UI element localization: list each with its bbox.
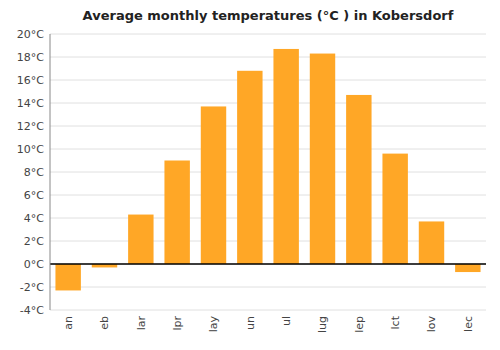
y-tick-label: 12°C (17, 120, 44, 133)
bar (128, 215, 153, 264)
grid-line (50, 218, 486, 219)
grid-line (50, 310, 486, 311)
grid-line (50, 34, 486, 35)
bar (310, 54, 335, 264)
x-tick-label: lep (353, 316, 366, 333)
x-tick-label: lay (207, 316, 220, 333)
y-tick-label: 4°C (24, 212, 44, 225)
y-tick-label: 18°C (17, 51, 44, 64)
chart: Average monthly temperatures (°C ) in Ko… (0, 0, 500, 350)
bars (55, 49, 480, 291)
grid-line (50, 149, 486, 150)
title: Average monthly temperatures (°C ) in Ko… (83, 8, 454, 23)
x-tick-label: ul (280, 316, 293, 326)
x-tick-label: an (62, 316, 75, 330)
bar (273, 49, 298, 264)
x-tick-label: lpr (171, 316, 184, 331)
y-axis: -4°C -2°C 0°C 2°C 4°C 6°C 8°C 10°C 12°C 14°C 16°C 1… (17, 28, 486, 317)
y-tick-label: 0°C (24, 258, 44, 271)
y-axis-line (50, 34, 51, 310)
y-tick-label: 16°C (17, 74, 44, 87)
grid-line (50, 172, 486, 173)
grid-line (50, 103, 486, 104)
bar (455, 264, 480, 272)
grid-line (50, 287, 486, 288)
bar (346, 95, 371, 264)
x-tick-label: un (244, 316, 257, 330)
y-tick-label: 20°C (17, 28, 44, 41)
y-tick-label: 2°C (24, 235, 44, 248)
x-tick-label: lar (135, 316, 148, 331)
x-tick-label: lov (425, 316, 438, 333)
zero-line (50, 263, 486, 265)
bar (237, 71, 262, 264)
y-tick-label: 6°C (24, 189, 44, 202)
grid-line (50, 80, 486, 81)
grid-line (50, 57, 486, 58)
bar (419, 221, 444, 264)
y-tick-label: -2°C (20, 281, 44, 294)
y-tick-label: 10°C (17, 143, 44, 156)
x-tick-label: eb (98, 316, 111, 330)
grid-line (50, 126, 486, 127)
x-axis: an eb lar lpr lay un ul lug lep lct lov lec (62, 315, 475, 333)
bar (382, 154, 407, 264)
grid-line (50, 264, 486, 265)
y-tick-label: -4°C (20, 304, 44, 317)
y-tick-label: 14°C (17, 97, 44, 110)
x-tick-label: lug (316, 316, 329, 333)
x-tick-label: lct (389, 315, 402, 329)
bar (164, 161, 189, 265)
bar (201, 106, 226, 264)
y-tick-label: 8°C (24, 166, 44, 179)
grid-line (50, 195, 486, 196)
x-tick-label: lec (462, 316, 475, 332)
bar (55, 264, 80, 290)
